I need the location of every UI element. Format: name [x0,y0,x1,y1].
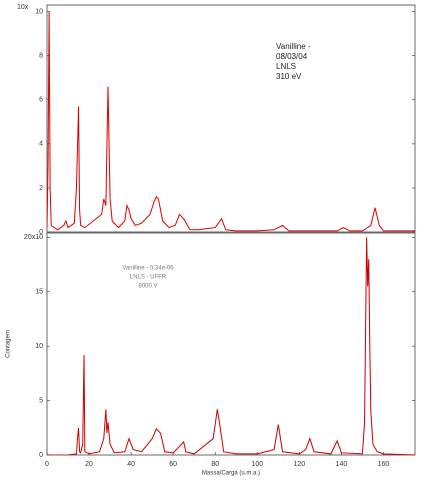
y-tick-label: 0 [39,452,43,459]
annotation: Vanilline - [276,42,311,51]
annotation: 8000 V [138,284,157,290]
spectrum-line [47,11,415,232]
y-tick-label: 4 [39,141,43,148]
x-tick-label: 0 [45,461,49,468]
annotation: 310 eV [276,72,302,81]
x-tick-label: 140 [336,461,348,468]
x-tick-label: 160 [378,461,390,468]
plot-frame [46,4,416,233]
x-axis-label: Massa/Carga (u.m.a.) [202,471,260,477]
y-tick-label: 20x10 [24,234,43,241]
y-tick-label: 15 [35,289,43,296]
x-tick-label: 60 [169,461,177,468]
plot-frame [46,232,416,456]
annotation: LNLS - UFFR [130,275,167,281]
annotation: Vanilline - 0.34e-06 [122,266,174,272]
spectrum-line [47,237,415,455]
x-tick-label: 80 [211,461,219,468]
annotation: 08/03/04 [276,52,308,61]
y-exponent-label: 10x [17,4,29,11]
y-tick-label: 10 [35,8,43,15]
y-tick-label: 0 [39,229,43,236]
x-tick-label: 40 [127,461,135,468]
x-tick-label: 20 [85,461,93,468]
y-axis-label: Contagem [6,330,12,358]
y-tick-label: 2 [39,185,43,192]
x-tick-label: 120 [293,461,305,468]
y-tick-label: 8 [39,53,43,60]
y-tick-label: 10 [35,343,43,350]
y-tick-label: 5 [39,397,43,404]
x-tick-label: 100 [251,461,263,468]
y-tick-label: 6 [39,97,43,104]
annotation: LNLS [276,62,296,71]
